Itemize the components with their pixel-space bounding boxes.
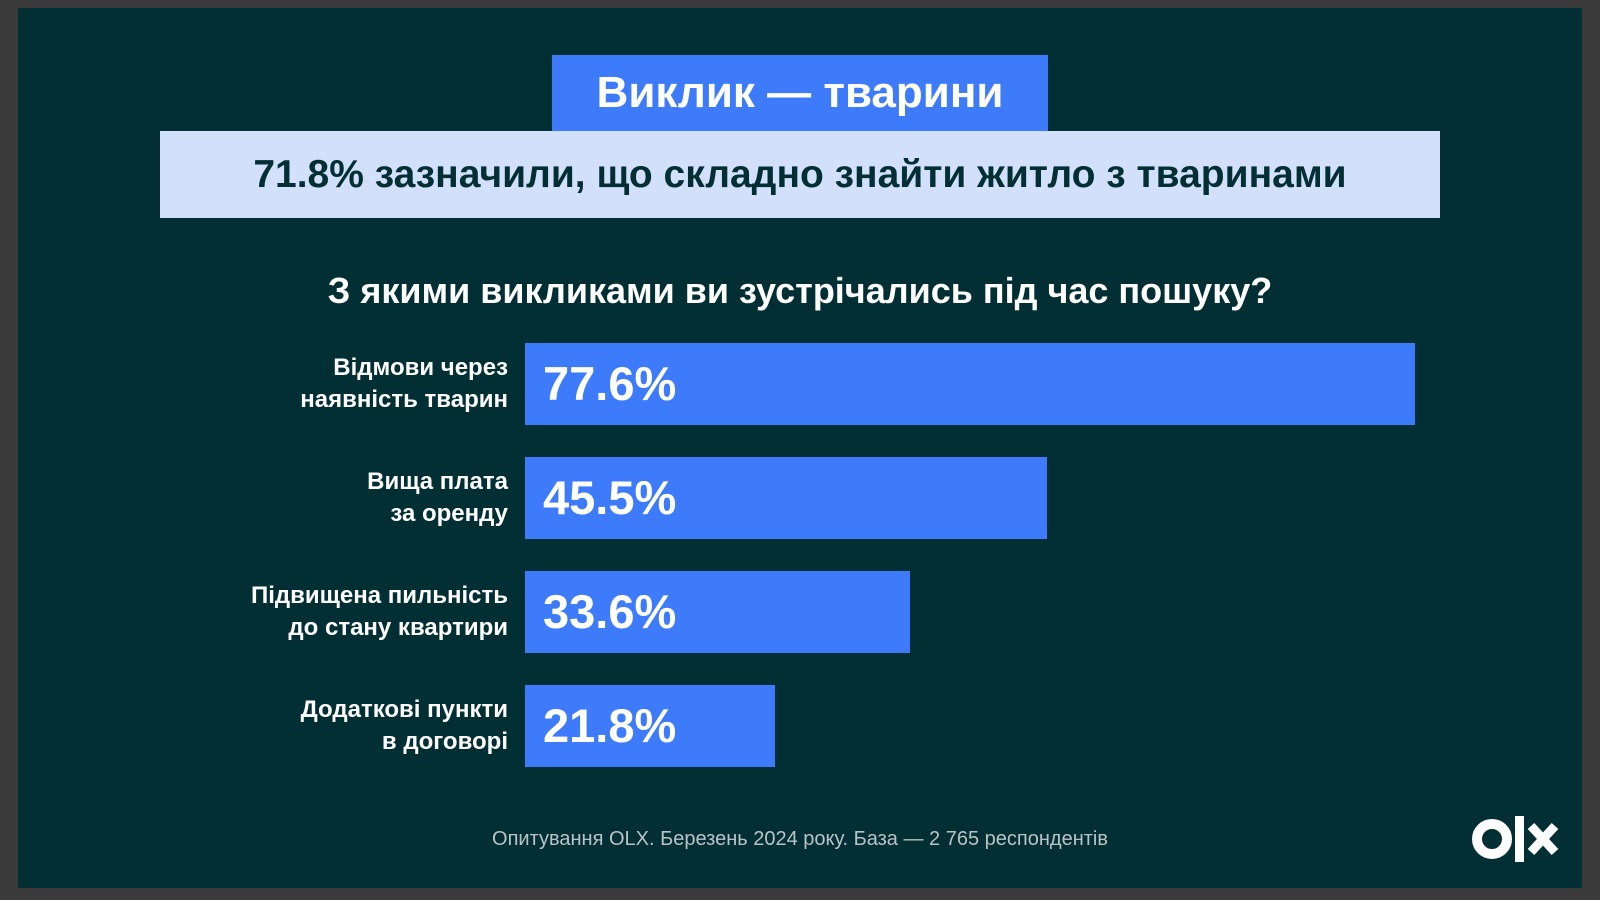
category-label: Підвищена пильність до стану квартири (108, 571, 508, 653)
chart-title: Виклик — тварини (596, 68, 1004, 117)
category-label: Вища плата за оренду (108, 457, 508, 539)
subtitle-box: 71.8% зазначили, що складно знайти житло… (160, 131, 1440, 218)
value-label: 45.5% (543, 471, 677, 524)
category-line: Вища плата (367, 468, 508, 495)
category-line: до стану квартири (288, 614, 508, 641)
chart-subtitle: 71.8% зазначили, що складно знайти житло… (253, 152, 1347, 196)
bar: 21.8% (525, 685, 776, 767)
question: З якими викликами ви зустрічались під ча… (327, 270, 1273, 311)
value-label: 33.6% (543, 585, 677, 638)
logo-l (1515, 816, 1524, 862)
title-box: Виклик — тварини (552, 55, 1048, 131)
value-label: 77.6% (543, 357, 677, 410)
category-label: Відмови через наявність тварин (108, 343, 508, 425)
category-line: наявність тварин (300, 386, 508, 413)
category-line: Додаткові пункти (300, 696, 508, 723)
bar: 45.5% (525, 457, 1047, 539)
category-label: Додаткові пункти в договорі (108, 685, 508, 767)
category-line: Підвищена пильність (250, 582, 508, 609)
logo-o (1472, 819, 1512, 859)
category-line: Відмови через (333, 354, 508, 381)
slide: Виклик — тварини 71.8% зазначили, що скл… (18, 8, 1582, 888)
bar: 33.6% (525, 571, 911, 653)
category-line: за оренду (390, 500, 508, 527)
category-line: в договорі (381, 728, 508, 755)
logo (1472, 816, 1559, 862)
value-label: 21.8% (543, 699, 677, 752)
footnote: Опитування OLX. Березень 2024 року. База… (492, 828, 1108, 850)
logo-x (1527, 822, 1559, 856)
bar: 77.6% (525, 343, 1415, 425)
